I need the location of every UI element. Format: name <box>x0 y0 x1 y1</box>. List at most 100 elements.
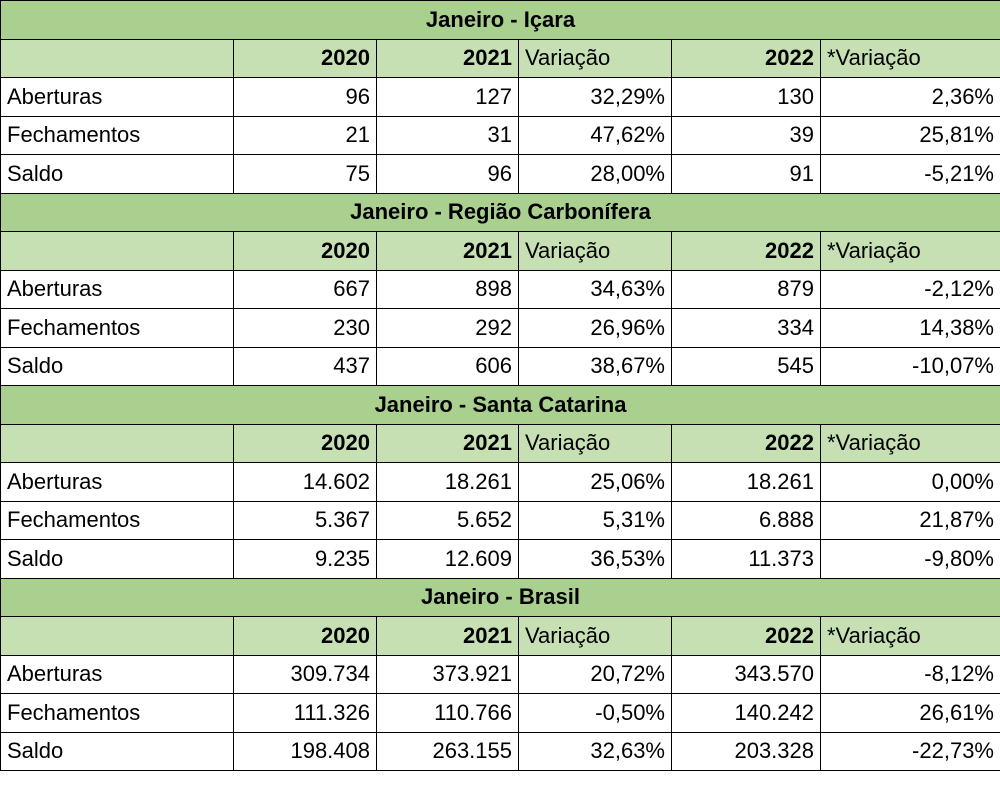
cell-variacao: 34,63% <box>518 269 672 309</box>
table-row: Saldo 9.235 12.609 36,53% 11.373 -9,80% <box>0 539 1000 579</box>
row-label: Aberturas <box>0 269 234 309</box>
cell-2021: 5.652 <box>376 500 519 540</box>
table-row: Fechamentos 5.367 5.652 5,31% 6.888 21,87% <box>0 500 1000 540</box>
cell-2020: 21 <box>233 115 377 155</box>
column-header-row: 2020 2021 Variação 2022 *Variação <box>0 423 1000 463</box>
row-label: Fechamentos <box>0 500 234 540</box>
cell-variacao-star: 14,38% <box>820 308 1000 348</box>
header-variacao-star: *Variação <box>820 38 1000 78</box>
row-label: Saldo <box>0 731 234 771</box>
header-2021: 2021 <box>376 616 519 656</box>
header-2020: 2020 <box>233 38 377 78</box>
cell-variacao-star: -10,07% <box>820 346 1000 386</box>
table-row: Fechamentos 230 292 26,96% 334 14,38% <box>0 308 1000 348</box>
cell-variacao: 38,67% <box>518 346 672 386</box>
table-row: Fechamentos 21 31 47,62% 39 25,81% <box>0 115 1000 155</box>
cell-variacao: 25,06% <box>518 462 672 502</box>
cell-variacao-star: 26,61% <box>820 693 1000 733</box>
cell-2021: 263.155 <box>376 731 519 771</box>
header-variacao-star: *Variação <box>820 423 1000 463</box>
section-title: Janeiro - Brasil <box>0 577 1000 617</box>
cell-variacao-star: -5,21% <box>820 154 1000 194</box>
header-empty-cell <box>0 38 234 78</box>
row-label: Saldo <box>0 539 234 579</box>
cell-2022: 203.328 <box>671 731 821 771</box>
header-2022: 2022 <box>671 423 821 463</box>
cell-variacao-star: -22,73% <box>820 731 1000 771</box>
header-2020: 2020 <box>233 231 377 271</box>
cell-2021: 292 <box>376 308 519 348</box>
cell-variacao-star: -8,12% <box>820 654 1000 694</box>
table-row: Aberturas 667 898 34,63% 879 -2,12% <box>0 269 1000 309</box>
table-row: Fechamentos 111.326 110.766 -0,50% 140.242 26… <box>0 693 1000 733</box>
header-empty-cell <box>0 616 234 656</box>
row-label: Saldo <box>0 154 234 194</box>
section-title: Janeiro - Santa Catarina <box>0 385 1000 425</box>
cell-variacao-star: 2,36% <box>820 77 1000 117</box>
header-2021: 2021 <box>376 423 519 463</box>
cell-2022: 91 <box>671 154 821 194</box>
cell-2021: 18.261 <box>376 462 519 502</box>
row-label: Aberturas <box>0 462 234 502</box>
header-variacao-star: *Variação <box>820 231 1000 271</box>
header-variacao: Variação <box>518 231 672 271</box>
column-header-row: 2020 2021 Variação 2022 *Variação <box>0 231 1000 271</box>
cell-2020: 111.326 <box>233 693 377 733</box>
header-variacao-star: *Variação <box>820 616 1000 656</box>
cell-variacao: 32,29% <box>518 77 672 117</box>
section-title-row: Janeiro - Içara <box>0 0 1000 40</box>
header-empty-cell <box>0 423 234 463</box>
header-2022: 2022 <box>671 38 821 78</box>
header-2020: 2020 <box>233 423 377 463</box>
cell-2022: 11.373 <box>671 539 821 579</box>
cell-variacao-star: 0,00% <box>820 462 1000 502</box>
table-row: Aberturas 14.602 18.261 25,06% 18.261 0,00% <box>0 462 1000 502</box>
cell-variacao-star: 21,87% <box>820 500 1000 540</box>
cell-variacao-star: 25,81% <box>820 115 1000 155</box>
cell-2022: 140.242 <box>671 693 821 733</box>
cell-2022: 6.888 <box>671 500 821 540</box>
cell-2022: 545 <box>671 346 821 386</box>
cell-variacao-star: -9,80% <box>820 539 1000 579</box>
cell-2020: 667 <box>233 269 377 309</box>
cell-variacao: 28,00% <box>518 154 672 194</box>
cell-variacao: 26,96% <box>518 308 672 348</box>
cell-2022: 130 <box>671 77 821 117</box>
cell-2020: 437 <box>233 346 377 386</box>
section-title: Janeiro - Içara <box>0 0 1000 40</box>
cell-2020: 230 <box>233 308 377 348</box>
table-row: Saldo 198.408 263.155 32,63% 203.328 -22,73% <box>0 731 1000 771</box>
cell-variacao: 5,31% <box>518 500 672 540</box>
row-label: Saldo <box>0 346 234 386</box>
header-2020: 2020 <box>233 616 377 656</box>
cell-2021: 606 <box>376 346 519 386</box>
cell-variacao: 36,53% <box>518 539 672 579</box>
cell-2020: 9.235 <box>233 539 377 579</box>
cell-2020: 75 <box>233 154 377 194</box>
table-row: Aberturas 96 127 32,29% 130 2,36% <box>0 77 1000 117</box>
row-label: Aberturas <box>0 654 234 694</box>
table-row: Aberturas 309.734 373.921 20,72% 343.570 -8,1… <box>0 654 1000 694</box>
cell-2022: 879 <box>671 269 821 309</box>
cell-2020: 96 <box>233 77 377 117</box>
row-label: Fechamentos <box>0 693 234 733</box>
cell-2021: 96 <box>376 154 519 194</box>
cell-2022: 334 <box>671 308 821 348</box>
row-label: Fechamentos <box>0 308 234 348</box>
cell-2020: 198.408 <box>233 731 377 771</box>
header-2022: 2022 <box>671 616 821 656</box>
cell-2021: 31 <box>376 115 519 155</box>
cell-2020: 309.734 <box>233 654 377 694</box>
cell-variacao: 47,62% <box>518 115 672 155</box>
column-header-row: 2020 2021 Variação 2022 *Variação <box>0 616 1000 656</box>
section-title-row: Janeiro - Região Carbonífera <box>0 192 1000 232</box>
header-variacao: Variação <box>518 38 672 78</box>
table-row: Saldo 437 606 38,67% 545 -10,07% <box>0 346 1000 386</box>
cell-variacao-star: -2,12% <box>820 269 1000 309</box>
header-2021: 2021 <box>376 231 519 271</box>
cell-2021: 12.609 <box>376 539 519 579</box>
table-row: Saldo 75 96 28,00% 91 -5,21% <box>0 154 1000 194</box>
header-empty-cell <box>0 231 234 271</box>
header-variacao: Variação <box>518 423 672 463</box>
